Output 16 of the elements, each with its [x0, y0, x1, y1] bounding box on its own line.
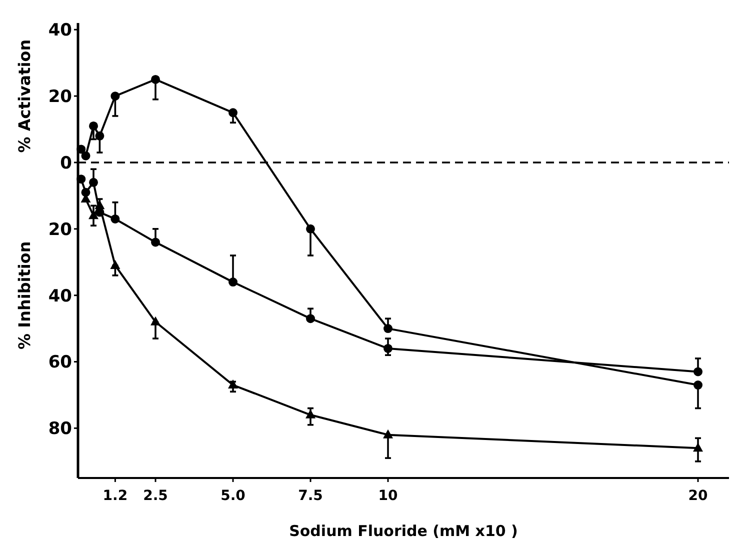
y-axis-title: % Activation — [15, 39, 34, 153]
y-tick-label: 0 — [60, 153, 72, 174]
x-tick-label: 7.5 — [298, 488, 323, 504]
y-tick-label: 80 — [48, 419, 72, 440]
x-tick-label: 2.5 — [143, 488, 168, 504]
x-tick-label: 10 — [378, 488, 398, 504]
text: % Inhibition — [15, 241, 34, 350]
y-tick-label: 20 — [48, 87, 72, 108]
x-axis-title: Sodium Fluoride (mM x10 ) — [289, 522, 518, 540]
y-tick-label: 40 — [48, 20, 72, 41]
x-tick-label: 1.2 — [102, 488, 128, 504]
x-tick-label: 5.0 — [220, 488, 246, 504]
y-tick-label: 20 — [48, 220, 72, 240]
y-tick-label: 40 — [48, 286, 72, 306]
x-tick-label: 20 — [688, 488, 708, 504]
y-tick-label: 60 — [48, 352, 72, 373]
